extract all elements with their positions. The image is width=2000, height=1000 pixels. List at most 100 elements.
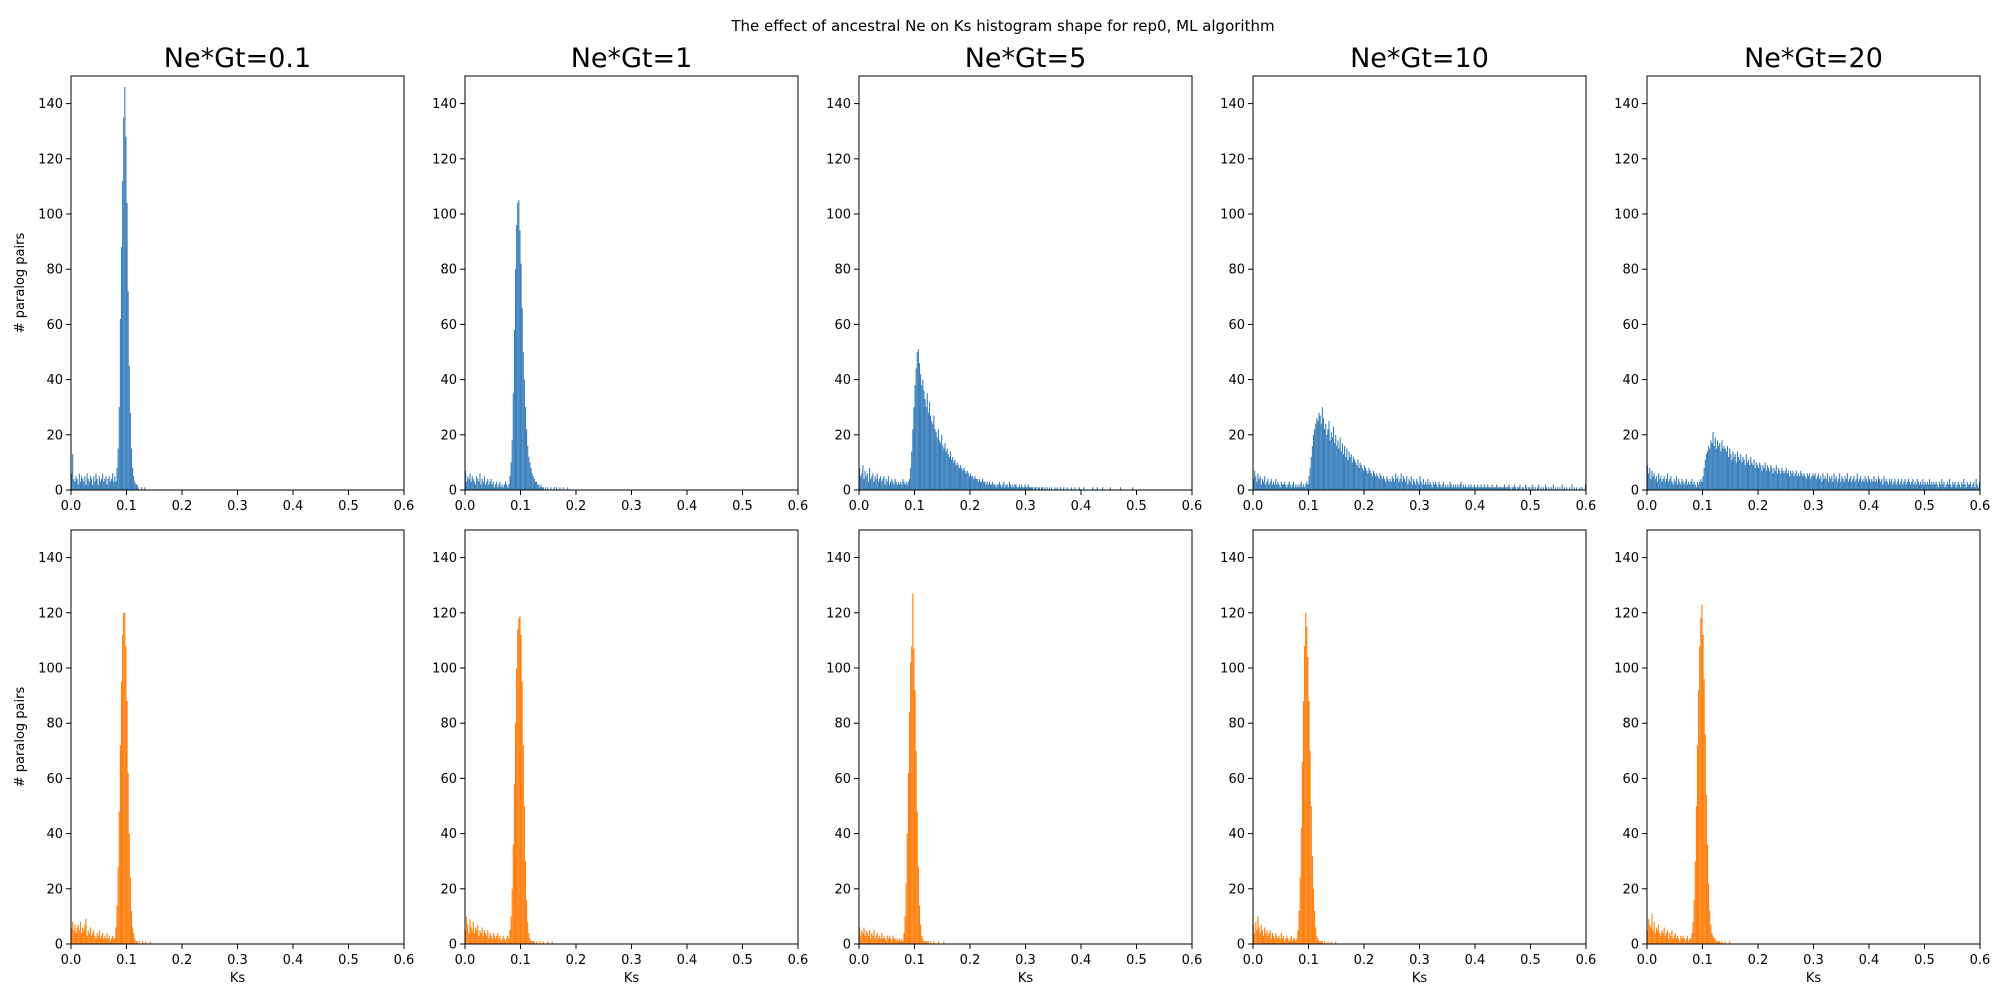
histogram-bar: [1715, 941, 1717, 944]
figure-suptitle: The effect of ancestral Ne on Ks histogr…: [730, 17, 1274, 35]
histogram-bar: [898, 484, 901, 490]
histogram-bar: [913, 407, 915, 490]
histogram-bar: [112, 935, 114, 944]
histogram-bar: [1494, 487, 1497, 490]
histogram-bar: [1305, 612, 1307, 944]
x-tick-label: 0.2: [1354, 953, 1375, 968]
histogram-bar: [957, 465, 959, 490]
histogram-bar: [1035, 487, 1037, 490]
histogram-bar: [1317, 421, 1319, 490]
histogram-bar: [1272, 935, 1275, 944]
histogram-bar: [944, 443, 946, 490]
histogram-bar: [1059, 487, 1062, 490]
histogram-bar: [1034, 487, 1036, 490]
histogram-bar: [471, 930, 473, 944]
histogram-bar: [1708, 883, 1710, 944]
histogram-bar: [492, 481, 494, 490]
histogram-bar: [1675, 938, 1677, 944]
histogram-bar: [1409, 481, 1411, 490]
histogram-bar: [1290, 935, 1292, 944]
histogram-bar: [893, 938, 895, 944]
histogram-bar: [872, 935, 874, 944]
histogram-panel-r0c1: 0.0 0.1 0.2 0.3 0.4 0.5 0.6 0 20 40 60 80 100 120 140 N…: [432, 43, 808, 514]
histogram-bar: [1491, 484, 1493, 490]
histogram-bar: [1026, 487, 1028, 490]
histogram-bar: [1355, 462, 1357, 490]
histogram-bar: [1945, 484, 1947, 490]
histogram-bar: [1028, 487, 1030, 490]
histogram-bar: [926, 941, 928, 944]
x-tick-label: 0.5: [1520, 499, 1541, 514]
histogram-bar: [1265, 484, 1267, 490]
histogram-bar: [1741, 462, 1743, 490]
histogram-bar: [1713, 938, 1715, 944]
y-tick-label: 0: [55, 484, 63, 499]
histogram-bar: [1522, 487, 1524, 490]
x-tick-label: 0.0: [1637, 953, 1658, 968]
histogram-bar: [1696, 745, 1699, 944]
histogram-bar: [493, 935, 495, 944]
histogram-bar: [1348, 451, 1350, 490]
histogram-bar: [1651, 913, 1653, 944]
histogram-bar: [1702, 476, 1704, 490]
histogram-bar: [527, 445, 529, 490]
histogram-bar: [1655, 476, 1657, 490]
histogram-bar: [1440, 487, 1442, 490]
histogram-bar: [1780, 473, 1782, 490]
histogram-bar: [84, 476, 86, 490]
histogram-bar: [923, 390, 925, 490]
histogram-bar: [902, 941, 904, 944]
y-tick-label: 120: [1614, 606, 1639, 621]
histogram-bar: [993, 484, 995, 490]
histogram-bar: [1422, 478, 1424, 490]
histogram-bar: [499, 935, 501, 944]
histogram-bar: [916, 811, 918, 944]
histogram-bar: [138, 941, 140, 944]
histogram-bar: [1888, 478, 1891, 490]
histogram-bar: [1430, 484, 1432, 490]
histogram-bar: [110, 478, 113, 490]
histogram-bar: [1405, 481, 1407, 490]
y-tick-label: 100: [826, 208, 851, 223]
histogram-bar: [491, 484, 493, 490]
histogram-bar: [78, 930, 80, 944]
histogram-bar: [893, 484, 895, 490]
histogram-bar: [1031, 487, 1033, 490]
y-tick-label: 80: [834, 263, 851, 278]
histogram-bar: [1875, 478, 1877, 490]
histogram-bar: [1390, 481, 1392, 490]
histogram-bar: [1465, 484, 1467, 490]
histogram-bar: [1425, 481, 1427, 490]
histogram-bar: [1696, 481, 1699, 490]
histogram-bar: [953, 462, 955, 490]
histogram-bar: [1867, 476, 1869, 490]
histogram-bar: [142, 941, 144, 944]
histogram-bar: [1921, 484, 1923, 490]
histogram-bar: [1812, 473, 1814, 490]
histogram-bar: [1255, 921, 1257, 944]
histogram-bar: [872, 473, 874, 490]
histogram-bar: [965, 473, 967, 490]
histogram-bar: [1458, 487, 1460, 490]
histogram-bar: [1890, 481, 1892, 490]
y-tick-label: 60: [1622, 318, 1639, 333]
x-tick-label: 0.1: [1298, 953, 1319, 968]
histogram-bar: [1025, 487, 1027, 490]
x-tick-label: 0.1: [1298, 499, 1319, 514]
histogram-bar: [1294, 487, 1296, 490]
histogram-bar: [567, 487, 569, 490]
histogram-bar: [540, 484, 542, 490]
histogram-bar: [1287, 484, 1289, 490]
histogram-bar: [1456, 487, 1458, 490]
histogram-bar: [1943, 481, 1945, 490]
histogram-bar: [1675, 476, 1677, 490]
histogram-bar: [1259, 476, 1261, 490]
histogram-bar: [1856, 473, 1858, 490]
histogram-bar: [510, 462, 512, 490]
histogram-bar: [1481, 487, 1483, 490]
y-tick-label: 20: [46, 428, 63, 443]
histogram-bar: [1785, 467, 1787, 490]
histogram-bar: [79, 481, 81, 490]
histogram-bar: [1913, 484, 1915, 490]
histogram-bar: [1977, 487, 1979, 490]
